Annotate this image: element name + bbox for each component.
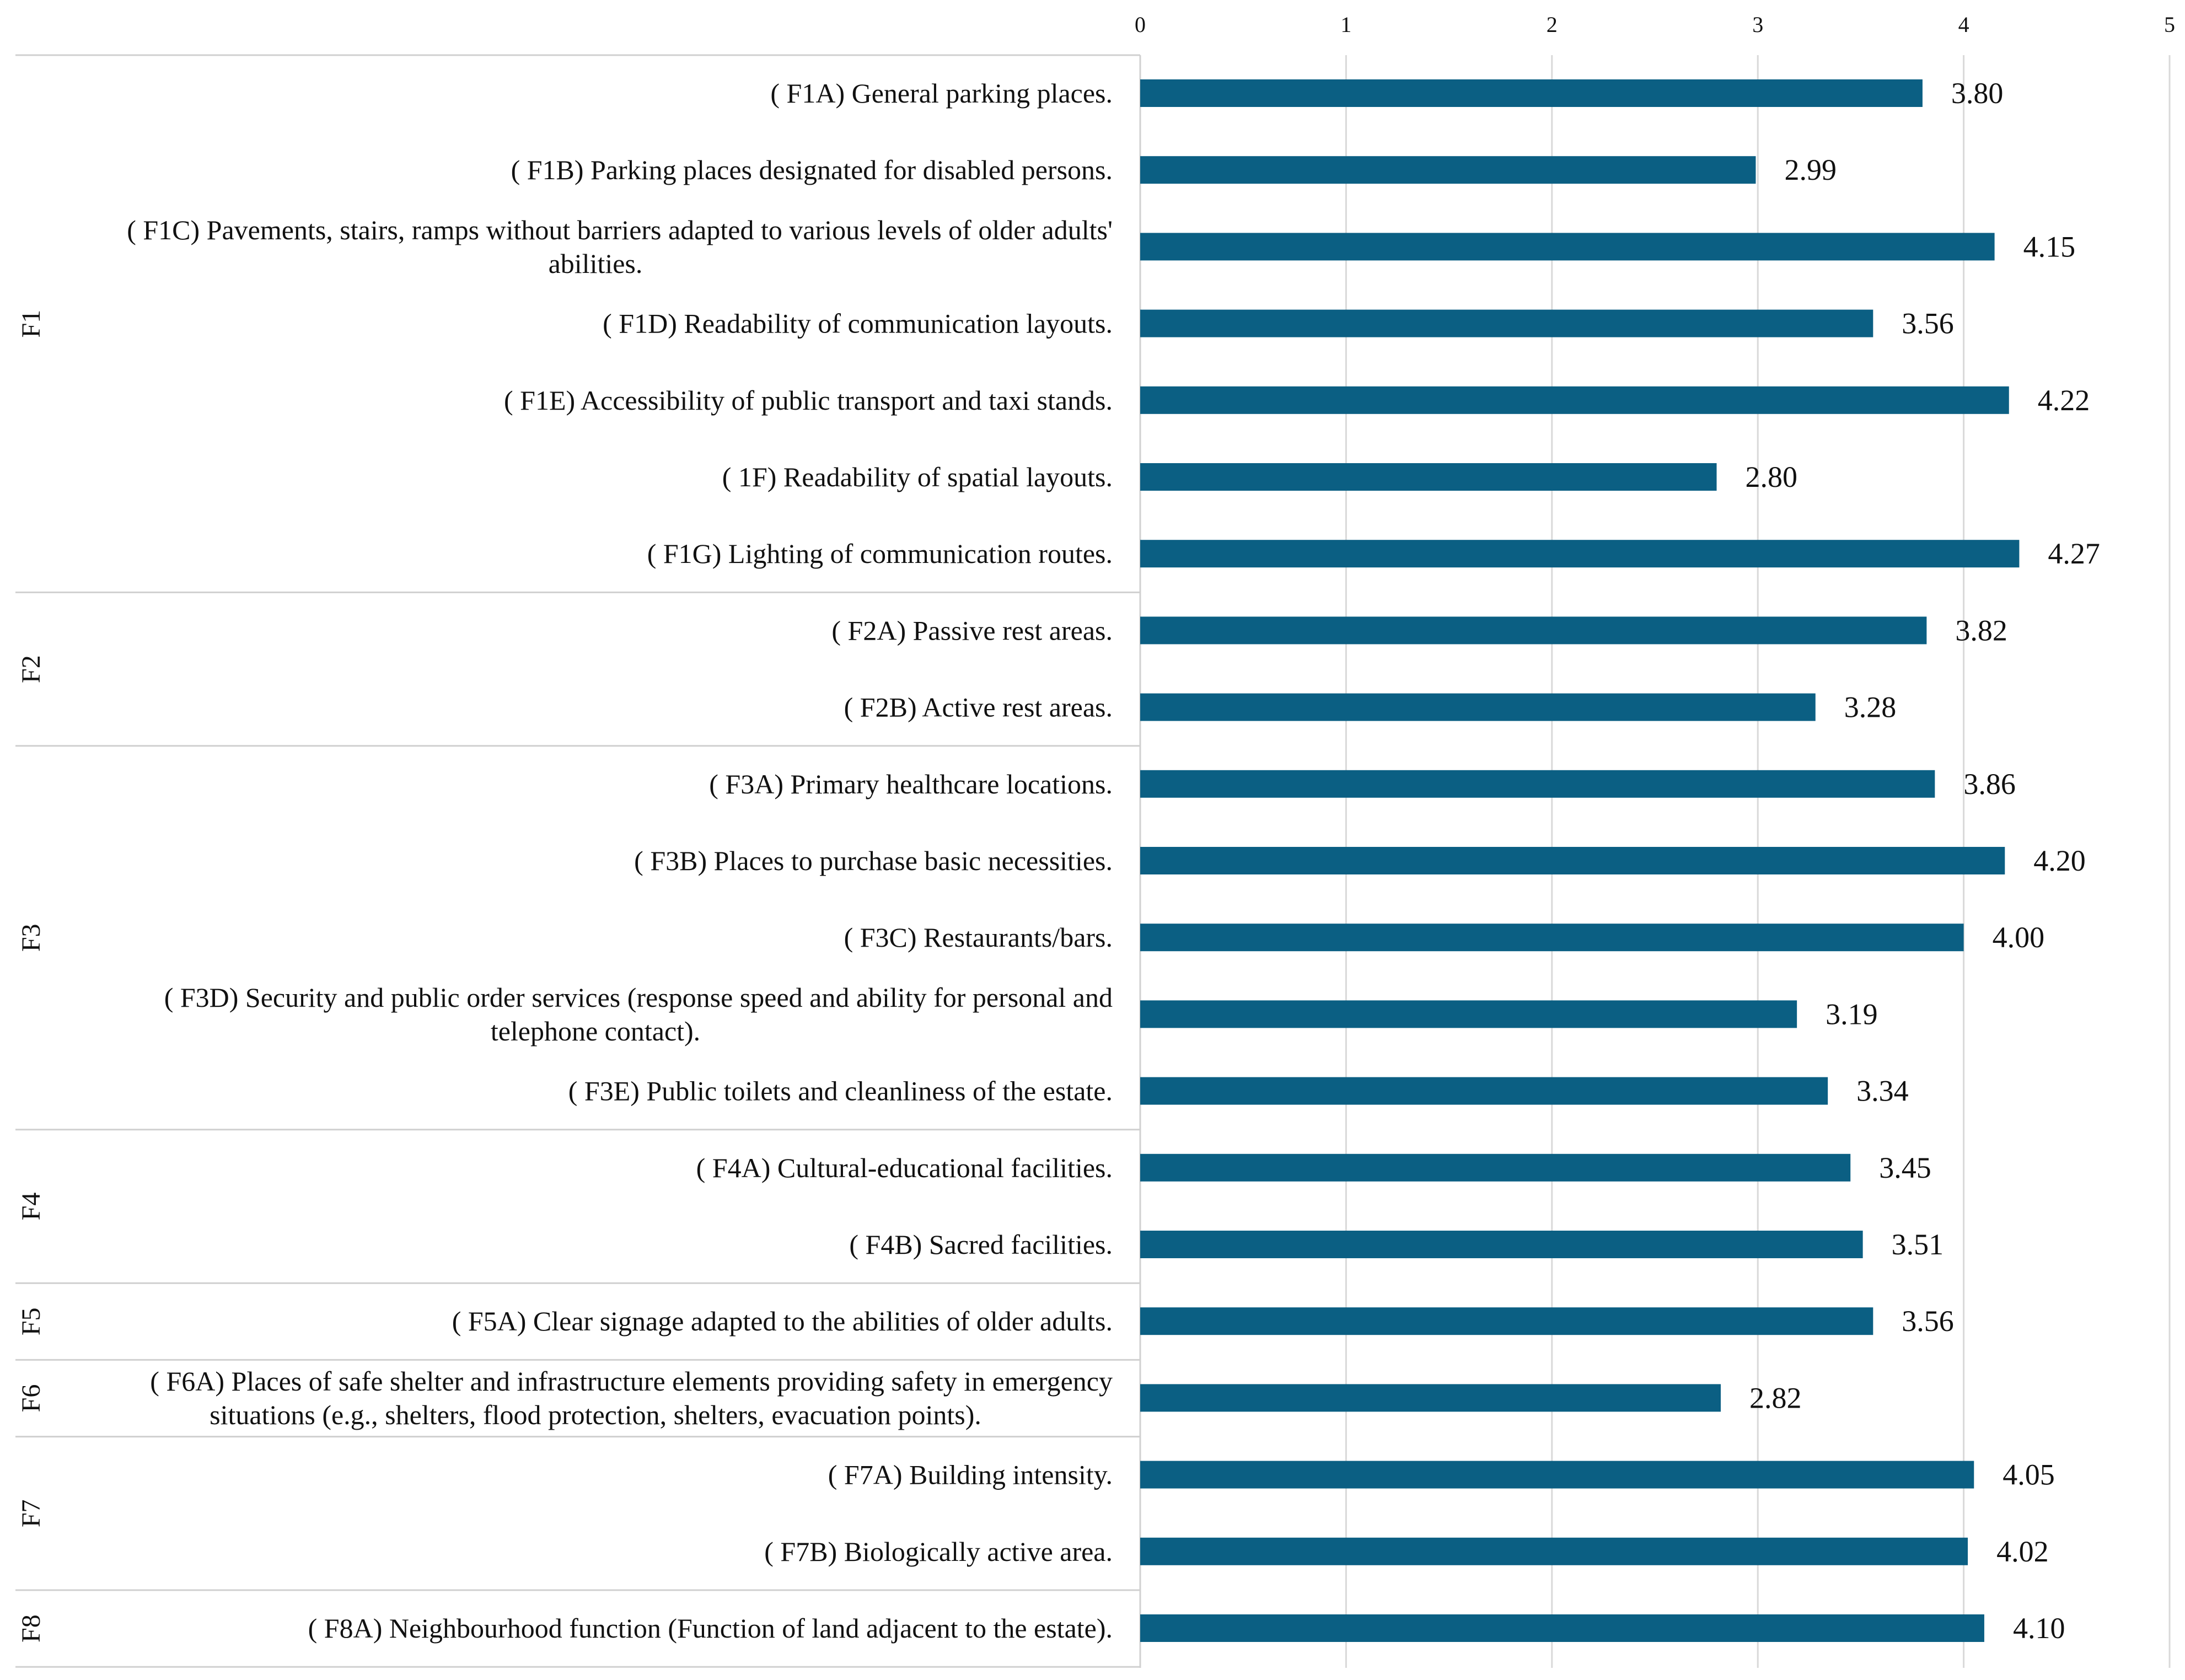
data-label: 4.20 [2033, 844, 2086, 877]
data-label: 4.02 [1996, 1535, 2049, 1568]
category-label: ( F7B) Biologically active area. [764, 1536, 1113, 1567]
category-label: ( F3B) Places to purchase basic necessit… [634, 845, 1113, 876]
bar-f4-0 [1140, 1153, 1851, 1182]
bar-f1-0 [1140, 79, 1923, 107]
category-label: ( F3E) Public toilets and cleanliness of… [568, 1076, 1113, 1107]
group-label-f8: F8 [17, 1614, 46, 1643]
category-label: ( F4B) Sacred facilities. [849, 1229, 1113, 1260]
group-label-f5: F5 [17, 1307, 46, 1335]
data-label: 3.80 [1951, 77, 2004, 110]
bar-f1-4 [1140, 386, 2009, 414]
data-label: 3.45 [1879, 1151, 1931, 1184]
data-label: 4.00 [1993, 921, 2045, 954]
bar-f7-0 [1140, 1461, 1974, 1489]
bar-f3-4 [1140, 1077, 1828, 1105]
data-label: 4.15 [2023, 230, 2076, 263]
category-label: ( F5A) Clear signage adapted to the abil… [452, 1306, 1113, 1337]
data-label: 2.82 [1749, 1381, 1802, 1414]
bar-f1-1 [1140, 156, 1756, 184]
data-label: 3.51 [1892, 1228, 1944, 1261]
bar-f3-0 [1140, 770, 1935, 798]
bar-f6-0 [1140, 1384, 1721, 1412]
data-label: 3.82 [1955, 614, 2007, 647]
data-label: 3.56 [1902, 1305, 1954, 1338]
data-label: 4.27 [2048, 537, 2100, 570]
data-label: 3.34 [1856, 1075, 1909, 1108]
category-label: ( F3C) Restaurants/bars. [844, 922, 1113, 953]
category-label: ( F2A) Passive rest areas. [831, 615, 1113, 646]
bar-f5-0 [1140, 1307, 1873, 1335]
group-label-f6: F6 [17, 1384, 46, 1413]
category-label: ( F7A) Building intensity. [828, 1459, 1113, 1490]
x-tick-label: 0 [1135, 12, 1146, 37]
data-label: 2.99 [1784, 153, 1837, 186]
bar-f2-0 [1140, 616, 1927, 645]
group-label-f7: F7 [17, 1499, 46, 1527]
bar-f4-1 [1140, 1231, 1863, 1258]
group-label-f3: F3 [17, 924, 46, 952]
data-label: 2.80 [1746, 460, 1798, 493]
group-label-f1: F1 [17, 310, 46, 338]
category-label: ( F1C) Pavements, stairs, ramps without … [127, 214, 1113, 279]
category-label: ( F1A) General parking places. [770, 78, 1113, 109]
bar-f3-1 [1140, 847, 2005, 874]
bar-f8-0 [1140, 1614, 1984, 1642]
bar-f1-6 [1140, 540, 2020, 568]
category-label: ( F1G) Lighting of communication routes. [647, 538, 1113, 569]
data-label: 3.19 [1826, 997, 1878, 1030]
x-tick-label: 1 [1340, 12, 1351, 37]
x-tick-label: 5 [2164, 12, 2175, 37]
category-label: ( F3D) Security and public order service… [164, 982, 1113, 1046]
x-tick-label: 3 [1752, 12, 1763, 37]
category-label: ( F8A) Neighbourhood function (Function … [308, 1613, 1113, 1644]
category-label: ( F1B) Parking places designated for dis… [511, 154, 1113, 185]
data-label: 3.86 [1963, 767, 2016, 801]
category-label: ( 1F) Readability of spatial layouts. [722, 461, 1113, 492]
data-label: 4.05 [2003, 1458, 2055, 1491]
category-label: ( F3A) Primary healthcare locations. [709, 769, 1113, 799]
data-label: 4.22 [2038, 384, 2090, 417]
bar-f2-1 [1140, 693, 1816, 721]
category-label: ( F1E) Accessibility of public transport… [504, 385, 1113, 416]
category-label: ( F2B) Active rest areas. [844, 692, 1113, 723]
bar-f7-1 [1140, 1537, 1968, 1565]
bar-f1-3 [1140, 309, 1873, 337]
group-label-f4: F4 [17, 1193, 46, 1221]
bar-f1-5 [1140, 463, 1717, 491]
data-label: 3.28 [1844, 691, 1897, 724]
category-label: ( F6A) Places of safe shelter and infras… [150, 1366, 1113, 1430]
bar-f1-2 [1140, 233, 1995, 261]
data-label: 4.10 [2013, 1612, 2065, 1645]
category-label: ( F1D) Readability of communication layo… [603, 308, 1113, 339]
group-label-f2: F2 [17, 655, 46, 683]
bar-f3-3 [1140, 1000, 1797, 1028]
x-tick-label: 4 [1958, 12, 1969, 37]
data-label: 3.56 [1902, 307, 1954, 340]
category-label: ( F4A) Cultural-educational facilities. [696, 1152, 1113, 1183]
x-tick-label: 2 [1547, 12, 1558, 37]
bar-f3-2 [1140, 924, 1964, 952]
